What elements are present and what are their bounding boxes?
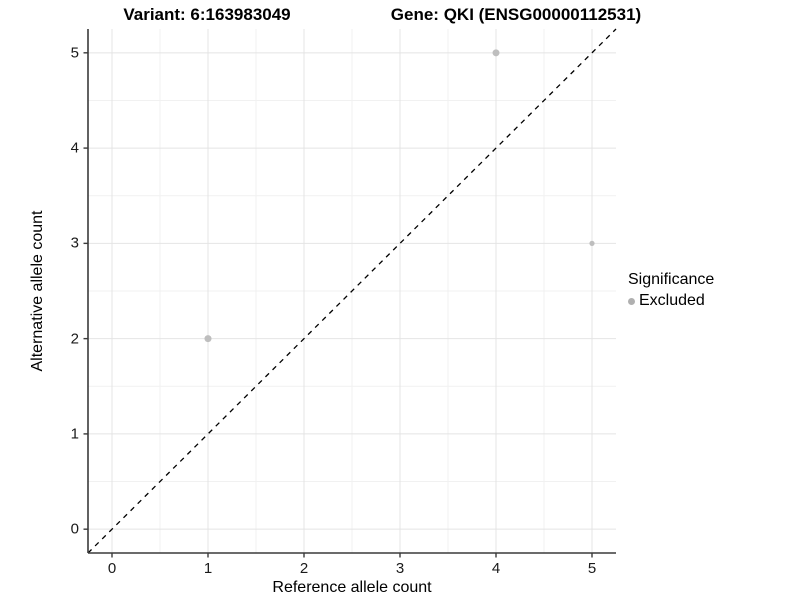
x-tick-label: 3 [395, 560, 405, 577]
y-tick-label: 3 [70, 234, 79, 252]
legend-item: Excluded [628, 292, 714, 310]
legend: Significance Excluded [628, 271, 714, 310]
y-tick-label: 2 [70, 330, 79, 348]
y-tick-label: 0 [70, 520, 79, 538]
data-point [492, 49, 500, 57]
x-tick-label: 1 [203, 560, 213, 577]
y-tick-label: 4 [70, 139, 79, 157]
legend-item-label: Excluded [639, 292, 705, 309]
legend-title: Significance [628, 271, 715, 288]
x-tick-label: 4 [491, 560, 501, 577]
y-tick-label: 5 [70, 44, 79, 62]
plot-title-gene: Gene: QKI (ENSG00000112531) [390, 5, 642, 24]
x-tick-label: 5 [587, 560, 597, 577]
data-point [589, 240, 595, 246]
plot-title-variant: Variant: 6:163983049 [123, 5, 291, 24]
x-tick-label: 2 [299, 560, 309, 577]
legend-items: Excluded [628, 292, 714, 310]
legend-key-dot-icon [628, 297, 635, 305]
y-tick-label: 1 [70, 425, 79, 443]
x-axis-title: Reference allele count [272, 579, 432, 596]
x-tick-label: 0 [107, 560, 117, 577]
data-point [204, 335, 212, 343]
y-axis-title: Alternative allele count [29, 210, 46, 372]
identity-line [87, 28, 617, 554]
